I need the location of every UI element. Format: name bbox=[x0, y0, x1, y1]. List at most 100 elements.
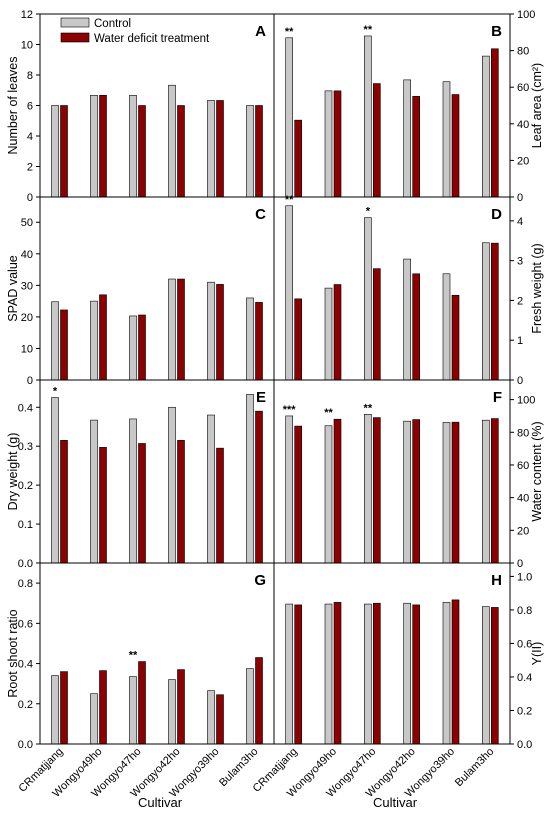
panel-h-label: H bbox=[491, 572, 502, 589]
panel-h-ytick-label: 0.0 bbox=[517, 739, 532, 751]
panel-f-bar-deficit-wongyo49ho bbox=[333, 418, 342, 564]
panel-b-significance-wongyo47ho: ** bbox=[364, 24, 373, 36]
panel-h-ytick-label: 0.8 bbox=[517, 605, 532, 617]
panel-d-significance-crmatjjang: ** bbox=[285, 194, 294, 206]
panel-d-bar-deficit-wongyo42ho bbox=[412, 273, 420, 381]
panel-h-ytick-label: 1.0 bbox=[517, 571, 532, 583]
panel-d-ytick-label: 0 bbox=[517, 375, 523, 387]
panel-c-label: C bbox=[255, 206, 266, 223]
panel-e-bar-deficit-wongyo39ho bbox=[216, 447, 224, 564]
legend-swatch-control bbox=[60, 17, 90, 28]
panel-e-ytick-label: 0.1 bbox=[18, 519, 33, 531]
panel-g-bar-control-crmatjjang bbox=[51, 675, 59, 745]
panel-a-ytick-label: 0 bbox=[27, 192, 33, 204]
panel-a-bar-deficit-wongyo47ho bbox=[138, 105, 146, 198]
panel-c-bar-deficit-bulam3ho bbox=[255, 302, 263, 381]
panel-a-bar-control-wongyo47ho bbox=[129, 94, 137, 198]
panel-h-bar-deficit-wongyo39ho bbox=[451, 599, 460, 745]
panel-a-bar-deficit-wongyo49ho bbox=[99, 94, 107, 198]
legend-label-control: Control bbox=[94, 18, 131, 30]
panel-h-ytick-label: 0.2 bbox=[517, 705, 532, 717]
panel-g-bar-deficit-bulam3ho bbox=[255, 657, 263, 745]
panel-g-bar-deficit-crmatjjang bbox=[60, 671, 68, 745]
panel-c-bar-deficit-wongyo47ho bbox=[138, 314, 146, 381]
panel-b-bar-deficit-wongyo39ho bbox=[451, 94, 460, 198]
panel-f-bar-deficit-wongyo42ho bbox=[412, 419, 420, 564]
panel-d-significance-wongyo47ho: * bbox=[366, 206, 371, 218]
panel-c-bar-deficit-wongyo42ho bbox=[177, 278, 185, 381]
panel-a-bar-control-wongyo39ho bbox=[207, 100, 215, 198]
panel-a-label: A bbox=[255, 23, 266, 40]
panel-e-bar-control-crmatjjang bbox=[51, 397, 59, 564]
panel-c-ytick-label: 40 bbox=[21, 249, 33, 261]
panel-a-ytick-label: 8 bbox=[27, 70, 33, 82]
panel-h-bar-control-wongyo49ho bbox=[324, 603, 333, 745]
panel-f-bar-control-wongyo49ho bbox=[324, 425, 333, 564]
panel-c-bar-deficit-wongyo49ho bbox=[99, 294, 107, 381]
panel-c-frame bbox=[39, 196, 275, 381]
panel-a-ytick-label: 2 bbox=[27, 162, 33, 174]
panel-f-bar-control-wongyo39ho bbox=[442, 422, 451, 564]
panel-g-bar-deficit-wongyo49ho bbox=[99, 670, 107, 745]
panel-f-significance-wongyo49ho: ** bbox=[324, 407, 333, 419]
x-category-labels: CRmatjjangWongyo49hoWongyo47hoWongyo42ho… bbox=[16, 746, 496, 800]
panel-d-bar-control-wongyo42ho bbox=[403, 258, 411, 381]
panel-f-bar-deficit-bulam3ho bbox=[491, 418, 499, 564]
panel-f-ytick-label: 20 bbox=[517, 525, 529, 537]
panel-h-bar-deficit-bulam3ho bbox=[491, 607, 499, 745]
panel-b-ytick-label: 60 bbox=[517, 82, 529, 94]
panel-b-bar-control-crmatjjang bbox=[285, 37, 293, 198]
panel-e-ytick-label: 0.4 bbox=[18, 402, 33, 414]
panel-d-bar-deficit-bulam3ho bbox=[491, 242, 499, 381]
panel-c-bar-control-wongyo49ho bbox=[90, 300, 98, 381]
panel-c-bar-control-wongyo39ho bbox=[207, 281, 215, 381]
panel-e-frame bbox=[39, 379, 275, 564]
panel-f-significance-wongyo47ho: ** bbox=[364, 402, 373, 414]
panel-b-ytick-label: 0 bbox=[517, 192, 523, 204]
panel-c-bar-deficit-wongyo39ho bbox=[216, 284, 224, 381]
panel-e-bar-deficit-crmatjjang bbox=[60, 440, 68, 564]
legend-label-deficit: Water deficit treatment bbox=[94, 33, 210, 45]
panel-a-bar-deficit-crmatjjang bbox=[60, 105, 68, 198]
panel-e-bar-control-wongyo49ho bbox=[90, 419, 98, 564]
panel-h-bar-control-wongyo47ho bbox=[364, 603, 372, 745]
panel-f-bar-control-crmatjjang bbox=[285, 415, 293, 564]
panel-b-bar-control-wongyo42ho bbox=[403, 79, 411, 198]
panel-b-bar-deficit-bulam3ho bbox=[491, 48, 499, 198]
panel-d-bar-deficit-wongyo49ho bbox=[333, 284, 342, 381]
panel-d-frame bbox=[273, 196, 511, 381]
panel-a-ytick-label: 6 bbox=[27, 101, 33, 113]
panel-e-bar-deficit-bulam3ho bbox=[255, 410, 263, 564]
panel-d-bar-deficit-wongyo39ho bbox=[451, 294, 460, 381]
panel-e-bar-control-bulam3ho bbox=[246, 394, 254, 564]
panel-d-bar-control-wongyo47ho bbox=[364, 217, 372, 381]
panel-a-bar-control-wongyo42ho bbox=[168, 84, 176, 198]
panel-d-label: D bbox=[491, 206, 502, 223]
panel-d-ylabel: Fresh weight (g) bbox=[530, 243, 544, 333]
panel-a: 0 2 4 6 8 10 12 Number of leaves A Control Water d… bbox=[6, 9, 275, 204]
panel-g: ** 0.0 0.2 0.4 0.6 0.8 Root shoot ratio G bbox=[6, 562, 275, 751]
panel-a-bar-control-crmatjjang bbox=[51, 105, 59, 198]
panel-b-label: B bbox=[491, 23, 502, 40]
panel-g-bar-control-wongyo49ho bbox=[90, 693, 98, 745]
panel-b-ytick-label: 20 bbox=[517, 155, 529, 167]
panel-a-ylabel: Number of leaves bbox=[6, 57, 20, 155]
panel-g-ytick-label: 0.2 bbox=[18, 699, 33, 711]
panel-g-bar-deficit-wongyo39ho bbox=[216, 694, 224, 745]
panel-c-bar-control-crmatjjang bbox=[51, 301, 59, 381]
panel-h-bar-control-wongyo39ho bbox=[442, 602, 451, 745]
panel-f-ytick-label: 60 bbox=[517, 460, 529, 472]
panel-g-ytick-label: 0.0 bbox=[18, 739, 33, 751]
panel-d-ytick-label: 4 bbox=[517, 216, 523, 228]
panel-h-bar-control-bulam3ho bbox=[482, 606, 490, 745]
panel-b-ytick-label: 40 bbox=[517, 119, 529, 131]
panel-b-ytick-label: 80 bbox=[517, 46, 529, 58]
panel-f-ytick-label: 80 bbox=[517, 427, 529, 439]
panel-f-label: F bbox=[493, 389, 502, 406]
panel-g-label: G bbox=[254, 572, 266, 589]
panel-b-frame bbox=[273, 13, 511, 198]
panel-a-ytick-label: 12 bbox=[21, 9, 33, 21]
